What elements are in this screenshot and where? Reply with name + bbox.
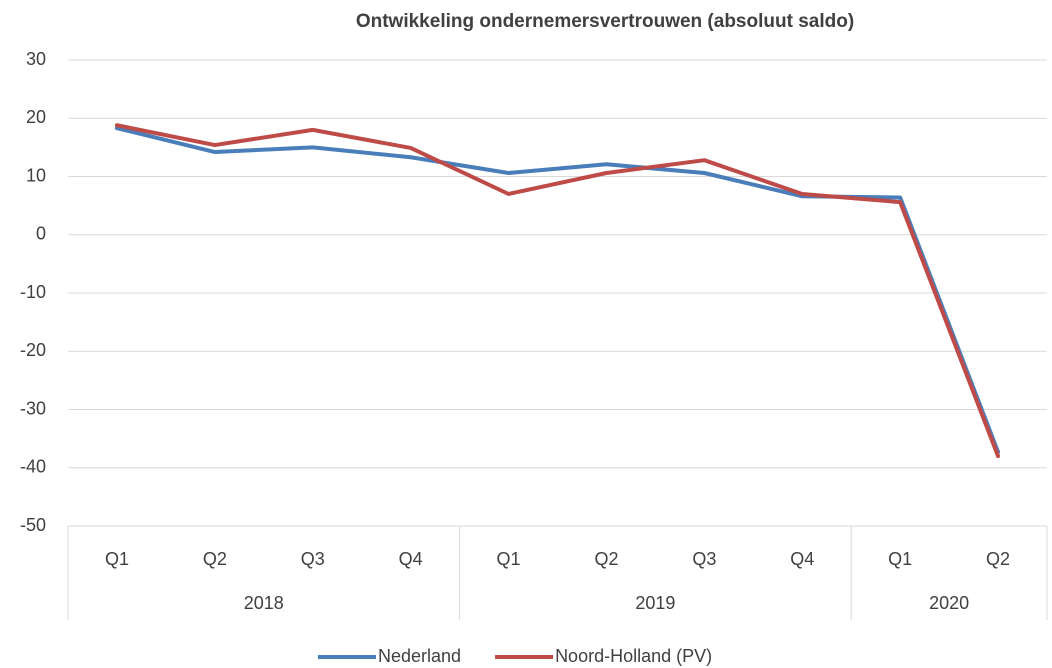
y-tick-label: 10: [26, 165, 46, 185]
y-tick-label: -50: [20, 515, 46, 535]
y-tick-label: -40: [20, 457, 46, 477]
x-tick-label: Q1: [497, 549, 521, 569]
legend-label: Nederland: [378, 646, 461, 666]
legend-label: Noord-Holland (PV): [555, 646, 712, 666]
y-tick-label: 0: [36, 224, 46, 244]
chart-title: Ontwikkeling ondernemersvertrouwen (abso…: [356, 11, 854, 32]
y-tick-label: -20: [20, 340, 46, 360]
x-tick-label: Q2: [986, 549, 1010, 569]
y-tick-label: -30: [20, 398, 46, 418]
y-tick-label: 20: [26, 107, 46, 127]
x-group-label: 2020: [929, 593, 969, 613]
x-tick-label: Q2: [203, 549, 227, 569]
x-tick-label: Q4: [790, 549, 814, 569]
x-tick-label: Q4: [399, 549, 423, 569]
x-tick-label: Q1: [888, 549, 912, 569]
y-tick-label: -10: [20, 282, 46, 302]
x-tick-label: Q3: [692, 549, 716, 569]
legend: Nederland Noord-Holland (PV): [318, 646, 712, 666]
x-tick-label: Q3: [301, 549, 325, 569]
x-group-label: 2018: [244, 593, 284, 613]
x-tick-label: Q2: [594, 549, 618, 569]
y-tick-label: 30: [26, 49, 46, 69]
series-line: [114, 123, 1001, 459]
x-group-label: 2019: [635, 593, 675, 613]
x-tick-label: Q1: [105, 549, 129, 569]
